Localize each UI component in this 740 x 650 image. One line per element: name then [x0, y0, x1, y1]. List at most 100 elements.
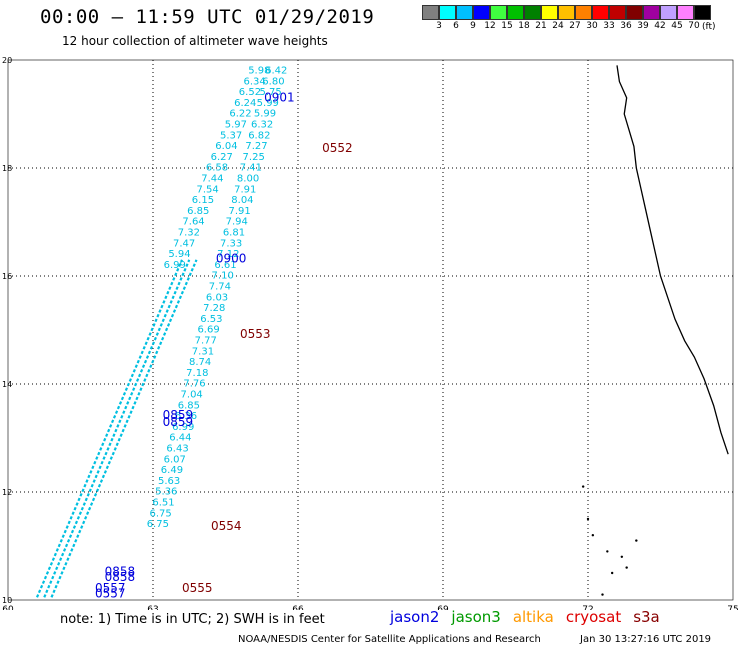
swh-value: 6.51 — [152, 498, 174, 509]
swh-value: 7.64 — [182, 217, 204, 228]
swh-value: 6.61 — [214, 260, 236, 271]
swh-value: 7.54 — [197, 184, 219, 195]
satellite-name: altika — [512, 608, 554, 626]
swh-value: 6.80 — [262, 76, 284, 87]
swh-value: 7.77 — [195, 336, 217, 347]
legend-label: 9 — [470, 21, 476, 31]
legend-label: 12 — [484, 21, 496, 31]
legend-label: 27 — [569, 21, 581, 31]
swh-value: 5.97 — [225, 120, 247, 131]
satellite-name: cryosat — [565, 608, 622, 626]
swh-value: 5.37 — [220, 130, 242, 141]
swh-value: 6.24 — [234, 98, 256, 109]
swh-value: 6.42 — [265, 66, 287, 77]
swh-value: 7.47 — [173, 238, 195, 249]
legend-label: 45 — [671, 21, 683, 31]
legend-label: 3 — [436, 21, 442, 31]
lon-tick-label: 72 — [582, 605, 593, 610]
legend-swatch — [490, 5, 507, 20]
footer-note: note: 1) Time is in UTC; 2) SWH is in fe… — [60, 612, 325, 627]
swh-value: 6.81 — [223, 228, 245, 239]
wave-height-map: 60 63 66 69 72 75 20 18 16 14 12 10 5.986.346.526.24… — [2, 56, 739, 610]
pass-time-label: 0858 — [105, 565, 136, 579]
island — [620, 555, 624, 558]
legend-swatch — [422, 5, 439, 20]
swh-value: 7.04 — [181, 390, 203, 401]
legend-swatch — [456, 5, 473, 20]
swh-value: 6.85 — [187, 206, 209, 217]
legend-label: 15 — [501, 21, 513, 31]
lon-tick-label: 75 — [727, 605, 738, 610]
coastline — [616, 65, 729, 455]
swh-value: 7.91 — [234, 184, 256, 195]
pass-time-label: 0553 — [240, 327, 271, 341]
credit-text: NOAA/NESDIS Center for Satellite Applica… — [238, 634, 541, 645]
legend-swatch — [541, 5, 558, 20]
swh-value: 8.04 — [231, 195, 253, 206]
swh-value: 6.49 — [161, 465, 183, 476]
swh-value: 6.69 — [197, 325, 219, 336]
lon-tick-label: 69 — [437, 605, 449, 610]
swh-value: 7.74 — [209, 282, 231, 293]
legend-label: 36 — [620, 21, 632, 31]
swh-value: 6.99 — [172, 422, 194, 433]
swh-value: 6.44 — [169, 433, 191, 444]
swh-value: 6.36 — [175, 411, 197, 422]
lat-tick-label: 20 — [2, 56, 12, 65]
dense-track — [35, 259, 184, 598]
legend-swatch — [558, 5, 575, 20]
swh-value: 6.99 — [164, 260, 186, 271]
pass-time-label: 0555 — [182, 581, 213, 595]
legend-swatch — [626, 5, 643, 20]
pass-time-label: 0557 — [95, 581, 126, 595]
color-legend: 3 6 9 12 15 18 21 24 27 30 33 36 39 42 45 70 — [422, 5, 711, 34]
legend-label: 18 — [518, 21, 530, 31]
swh-value: 6.15 — [192, 195, 214, 206]
swh-value: 6.75 — [147, 519, 169, 530]
legend-labels: 3 6 9 12 15 18 21 24 27 30 33 36 39 42 45 70 — [422, 20, 711, 34]
swh-value: 6.22 — [229, 109, 251, 120]
legend-swatch — [660, 5, 677, 20]
legend-label: 21 — [535, 21, 547, 31]
swh-value: 7.32 — [178, 228, 200, 239]
pass-time-label: 0557 — [95, 586, 126, 600]
pass-time-label: 0901 — [264, 91, 295, 105]
swh-value: 7.10 — [212, 271, 234, 282]
island — [606, 550, 609, 553]
swh-value: 5.98 — [248, 66, 270, 77]
legend-swatch — [592, 5, 609, 20]
legend-swatch — [473, 5, 490, 20]
generated-timestamp: Jan 30 13:27:16 UTC 2019 — [580, 634, 712, 645]
swh-value: 6.53 — [200, 314, 222, 325]
legend-label: 30 — [586, 21, 598, 31]
pass-time-label: 0859 — [163, 408, 194, 422]
dense-track — [43, 259, 191, 598]
island — [586, 517, 590, 521]
swh-value: 5.36 — [155, 487, 177, 498]
swh-value: 7.12 — [217, 249, 239, 260]
swh-value: 5.99 — [257, 98, 279, 109]
lon-tick-label: 60 — [2, 605, 14, 610]
swh-value: 6.58 — [206, 163, 228, 174]
swh-value: 6.43 — [166, 444, 188, 455]
swh-value: 6.03 — [206, 292, 228, 303]
legend-swatch — [677, 5, 694, 20]
swh-value: 7.25 — [243, 152, 265, 163]
map-subtitle: 12 hour collection of altimeter wave hei… — [62, 34, 328, 48]
swh-value: 7.91 — [228, 206, 250, 217]
island — [601, 593, 604, 596]
legend-swatch — [575, 5, 592, 20]
satellite-legend: jason2 jason3 altika cryosat s3a — [390, 608, 672, 626]
island — [581, 485, 585, 488]
swh-value: 6.27 — [211, 152, 233, 163]
swh-value: 6.32 — [251, 120, 273, 131]
legend-swatches — [422, 5, 711, 20]
swh-value: 8.00 — [237, 174, 259, 185]
swh-value: 5.94 — [168, 249, 190, 260]
swh-value: 6.34 — [244, 76, 266, 87]
lat-tick-label: 10 — [2, 596, 12, 605]
swh-value: 7.41 — [240, 163, 262, 174]
swh-value: 5.99 — [254, 109, 276, 120]
satellite-name: jason2 — [390, 608, 440, 626]
swh-value: 7.31 — [192, 346, 214, 357]
